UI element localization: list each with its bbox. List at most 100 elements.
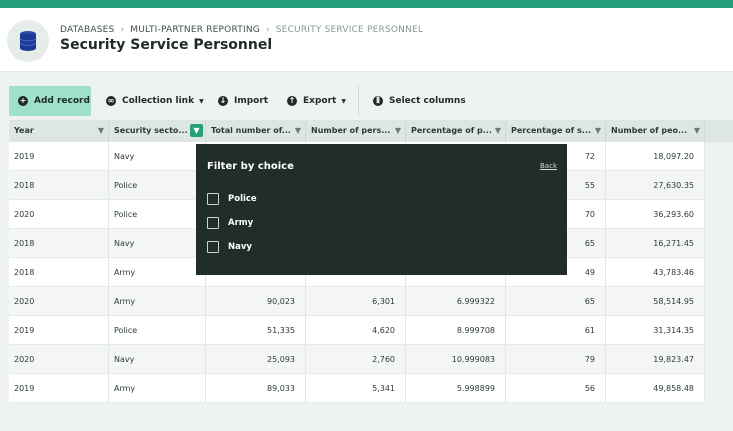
cell-number-of-people[interactable]: 18,097.20 [606,142,705,171]
cell-number-of-persons[interactable]: 5,341 [306,374,406,403]
cell-security-sector[interactable]: Police [109,316,206,345]
cell-security-sector[interactable]: Police [109,200,206,229]
cell-number-of-people[interactable]: 19,823.47 [606,345,705,374]
cell-total-number[interactable]: 89,033 [206,374,306,403]
table-row[interactable]: 2019 Army 89,033 5,341 5.998899 56 49,858.48 [9,374,705,403]
cell-security-sector[interactable]: Army [109,374,206,403]
table-header: Year ▼ Security secto... ▼ Total number of… [9,120,733,142]
cell-security-sector[interactable]: Police [109,171,206,200]
filter-icon[interactable]: ▼ [693,126,700,135]
select-columns-button[interactable]: ⦀ Select columns [373,86,466,116]
collection-link-button[interactable]: ∞ Collection link ▼ [106,86,204,116]
filter-option-navy[interactable]: Navy [207,240,252,253]
cell-number-of-people[interactable]: 36,293.60 [606,200,705,229]
plus-icon: + [18,96,28,106]
cell-total-number[interactable]: 25,093 [206,345,306,374]
cell-number-of-people[interactable]: 31,314.35 [606,316,705,345]
export-label: Export [303,96,337,106]
database-icon [7,20,49,62]
cell-year[interactable]: 2018 [9,229,109,258]
filter-back-link[interactable]: Back [540,162,557,170]
cell-security-sector[interactable]: Navy [109,142,206,171]
cell-percentage-p[interactable]: 5.998899 [406,374,506,403]
cell-percentage-p[interactable]: 8.999708 [406,316,506,345]
column-header-year[interactable]: Year ▼ [9,120,109,142]
cell-total-number[interactable]: 90,023 [206,287,306,316]
column-header-label: Percentage of s... [511,126,591,135]
column-header-percentage-p[interactable]: Percentage of p... ▼ [406,120,506,142]
cell-percentage-s[interactable]: 70 [506,200,606,229]
cell-year[interactable]: 2019 [9,374,109,403]
cell-year[interactable]: 2018 [9,171,109,200]
column-header-label: Total number of... [211,126,291,135]
filter-popup-title: Filter by choice [207,161,294,172]
cell-percentage-s[interactable]: 65 [506,229,606,258]
filter-popup: Filter by choice Back Police Army Navy [196,144,567,275]
cell-percentage-s[interactable]: 79 [506,345,606,374]
cell-percentage-p[interactable]: 6.999322 [406,287,506,316]
cell-number-of-people[interactable]: 49,858.48 [606,374,705,403]
column-header-total-number[interactable]: Total number of... ▼ [206,120,306,142]
cell-number-of-persons[interactable]: 4,620 [306,316,406,345]
add-record-label: Add record [34,96,90,106]
column-header-percentage-s[interactable]: Percentage of s... ▼ [506,120,606,142]
column-header-number-of-people[interactable]: Number of peo... ▼ [606,120,705,142]
cell-percentage-s[interactable]: 56 [506,374,606,403]
chevron-right-icon: › [265,25,270,35]
filter-option-army[interactable]: Army [207,216,253,229]
cell-number-of-people[interactable]: 27,630.35 [606,171,705,200]
cell-number-of-persons[interactable]: 2,760 [306,345,406,374]
cell-year[interactable]: 2020 [9,200,109,229]
cell-year[interactable]: 2020 [9,287,109,316]
cell-year[interactable]: 2019 [9,316,109,345]
chevron-right-icon: › [120,25,125,35]
cell-number-of-people[interactable]: 43,783.46 [606,258,705,287]
import-label: Import [234,96,269,106]
caret-down-icon: ▼ [199,97,204,105]
cell-security-sector[interactable]: Army [109,287,206,316]
export-button[interactable]: ↑ Export ▼ [287,86,346,116]
import-button[interactable]: ↓ Import [218,86,268,116]
cell-percentage-s[interactable]: 65 [506,287,606,316]
columns-icon: ⦀ [373,96,383,106]
cell-percentage-s[interactable]: 72 [506,142,606,171]
column-header-number-of-persons[interactable]: Number of pers... ▼ [306,120,406,142]
cell-year[interactable]: 2018 [9,258,109,287]
filter-icon[interactable]: ▼ [97,126,104,135]
cell-year[interactable]: 2019 [9,142,109,171]
cell-total-number[interactable]: 51,335 [206,316,306,345]
filter-active-icon[interactable]: ▼ [190,124,203,137]
column-header-label: Number of pers... [311,126,391,135]
export-icon: ↑ [287,96,297,106]
column-header-label: Security secto... [114,126,188,135]
cell-security-sector[interactable]: Navy [109,345,206,374]
cell-percentage-s[interactable]: 55 [506,171,606,200]
filter-icon[interactable]: ▼ [394,126,401,135]
filter-option-police[interactable]: Police [207,192,257,205]
column-header-security-sector[interactable]: Security secto... ▼ [109,120,206,142]
breadcrumb-multi-partner-reporting[interactable]: MULTI-PARTNER REPORTING [130,25,260,35]
cell-security-sector[interactable]: Army [109,258,206,287]
filter-icon[interactable]: ▼ [294,126,301,135]
cell-year[interactable]: 2020 [9,345,109,374]
table-row[interactable]: 2020 Navy 25,093 2,760 10.999083 79 19,823.47 [9,345,705,374]
table-row[interactable]: 2020 Army 90,023 6,301 6.999322 65 58,514.95 [9,287,705,316]
filter-icon[interactable]: ▼ [594,126,601,135]
checkbox[interactable] [207,192,219,205]
filter-icon[interactable]: ▼ [494,126,501,135]
cell-security-sector[interactable]: Navy [109,229,206,258]
table-row[interactable]: 2019 Police 51,335 4,620 8.999708 61 31,314.35 [9,316,705,345]
checkbox[interactable] [207,216,219,229]
add-record-button[interactable]: + Add record [9,86,91,116]
toolbar: + Add record ∞ Collection link ▼ ↓ Impor… [0,86,733,116]
filter-option-label: Police [228,193,257,204]
cell-percentage-s[interactable]: 61 [506,316,606,345]
cell-number-of-persons[interactable]: 6,301 [306,287,406,316]
cell-percentage-p[interactable]: 10.999083 [406,345,506,374]
page-title: Security Service Personnel [60,37,273,53]
cell-percentage-s[interactable]: 49 [506,258,606,287]
breadcrumb-databases[interactable]: DATABASES [60,25,115,35]
cell-number-of-people[interactable]: 58,514.95 [606,287,705,316]
checkbox[interactable] [207,240,219,253]
cell-number-of-people[interactable]: 16,271.45 [606,229,705,258]
